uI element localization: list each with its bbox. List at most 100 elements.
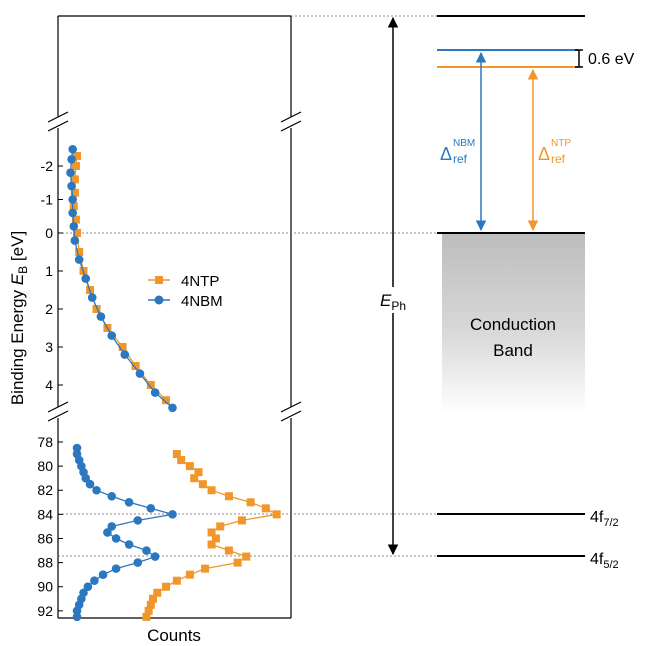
data-point-4nbm [70, 236, 80, 245]
data-point-4nbm [68, 144, 77, 154]
data-point-4nbm [72, 443, 82, 453]
y-ticks: -2 -1 0 1 2 3 4 78 80 82 84 86 88 90 92 [37, 158, 63, 619]
data-point-4nbm [83, 582, 93, 592]
data-point-4ntp [237, 516, 246, 525]
data-point-4ntp [146, 381, 155, 389]
delta-nbm-label-bg [438, 133, 478, 167]
data-point-4nbm [68, 195, 77, 204]
data-point-4nbm [124, 498, 134, 507]
data-point-4nbm [135, 369, 145, 378]
data-point-4ntp [131, 362, 140, 370]
data-point-4ntp [190, 474, 199, 483]
x-axis-label: Counts [147, 626, 201, 645]
legend-marker-4ntp [155, 276, 163, 284]
data-point-4nbm [111, 564, 121, 573]
data-point-4ntp [118, 343, 127, 351]
gap-label: 0.6 eV [588, 51, 635, 68]
y-tick-label: 1 [45, 263, 53, 279]
break-left-upper-a [47, 111, 69, 123]
energy-diagram: Conduction Band 0.6 eV EPh Δ NBM ref Δ N… [362, 15, 635, 571]
data-point-4ntp [201, 564, 210, 573]
data-point-4nbm [133, 516, 143, 525]
delta-nbm-label: Δ [440, 144, 452, 164]
data-point-4ntp [272, 510, 281, 519]
delta-ntp-subscript: ref [551, 152, 566, 166]
data-point-4ntp [216, 522, 225, 531]
data-point-4nbm [150, 388, 160, 397]
data-point-4nbm [92, 485, 101, 495]
data-point-4nbm [72, 612, 82, 622]
break-right-lower-a [280, 401, 302, 413]
data-point-4nbm [168, 403, 177, 413]
legend: 4NTP 4NBM [148, 273, 223, 310]
level-4f72-label: 4f7/2 [590, 509, 619, 529]
data-point-4nbm [69, 222, 79, 231]
legend-label-4nbm: 4NBM [181, 293, 223, 310]
data-point-4nbm [85, 479, 95, 489]
y-tick-label: 80 [37, 458, 53, 474]
data-point-4nbm [142, 546, 151, 555]
break-left-upper-b [47, 120, 69, 132]
data-point-4ntp [153, 588, 162, 597]
data-point-4nbm [87, 293, 97, 302]
y-axis-label-unit: [eV] [8, 231, 27, 266]
data-point-4ntp [207, 540, 216, 549]
delta-nbm-superscript: NBM [453, 138, 475, 149]
data-point-4nbm [90, 576, 99, 585]
y-tick-label: 82 [37, 482, 53, 498]
data-point-4nbm [107, 522, 117, 531]
data-point-4ntp [172, 576, 181, 585]
data-point-4ntp [233, 558, 242, 567]
y-axis-label-symbol: E [8, 273, 27, 285]
data-point-4ntp [185, 570, 194, 579]
y-tick-label: 92 [37, 603, 53, 619]
y-tick-label: 78 [37, 434, 53, 450]
data-point-4nbm [150, 552, 160, 561]
delta-nbm-symbol: Δ [440, 144, 452, 164]
data-point-4nbm [98, 570, 108, 579]
level-4f52-subscript: 5/2 [603, 559, 618, 571]
photon-energy-label-subscript: Ph [391, 299, 406, 313]
data-series [66, 144, 281, 622]
y-axis-label: Binding Energy EB [eV] [8, 231, 30, 405]
data-point-4nbm [96, 312, 106, 321]
y-tick-label: 86 [37, 530, 53, 546]
y-tick-label: 88 [37, 555, 53, 571]
break-left-lower-b [47, 410, 69, 422]
data-point-4ntp [71, 215, 80, 224]
data-point-4ntp [92, 305, 101, 313]
data-point-4nbm [67, 155, 76, 164]
level-4f72-main: 4f [590, 509, 604, 526]
data-point-4ntp [146, 600, 155, 609]
legend-label-4ntp: 4NTP [181, 273, 219, 290]
data-point-4nbm [111, 534, 121, 543]
data-point-4nbm [74, 255, 84, 264]
y-tick-label: -1 [41, 192, 54, 208]
data-point-4ntp [161, 582, 170, 591]
photon-energy-label-symbol: E [380, 291, 392, 310]
data-point-4ntp [224, 546, 233, 555]
y-tick-label: 0 [45, 225, 53, 241]
break-left-lower-a [47, 401, 69, 413]
photon-energy-label: EPh [380, 291, 406, 313]
y-tick-label: 90 [37, 579, 53, 595]
y-tick-label: 4 [45, 377, 53, 393]
data-point-4nbm [124, 540, 134, 549]
y-axis-label-subscript: B [16, 266, 30, 274]
conduction-band-label-line1: Conduction [470, 315, 556, 334]
data-point-4ntp [194, 468, 203, 477]
data-point-4ntp [198, 480, 207, 489]
data-point-4ntp [73, 151, 82, 160]
data-point-4nbm [103, 528, 112, 537]
data-point-4ntp [75, 248, 84, 256]
data-point-4ntp [261, 504, 270, 513]
data-point-4nbm [107, 331, 117, 340]
data-point-4nbm [120, 350, 130, 359]
data-point-4ntp [185, 462, 194, 471]
delta-ntp-label: Δ [538, 144, 550, 164]
data-point-4ntp [142, 612, 151, 621]
data-point-4nbm [66, 168, 75, 177]
data-point-4ntp [242, 552, 251, 561]
gap-bracket [575, 49, 583, 68]
delta-nbm-subscript: ref [453, 152, 468, 166]
